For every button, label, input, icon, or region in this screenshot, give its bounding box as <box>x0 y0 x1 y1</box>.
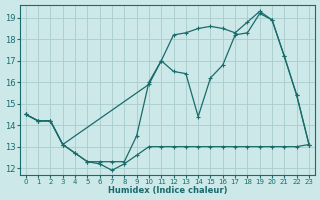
X-axis label: Humidex (Indice chaleur): Humidex (Indice chaleur) <box>108 186 227 195</box>
